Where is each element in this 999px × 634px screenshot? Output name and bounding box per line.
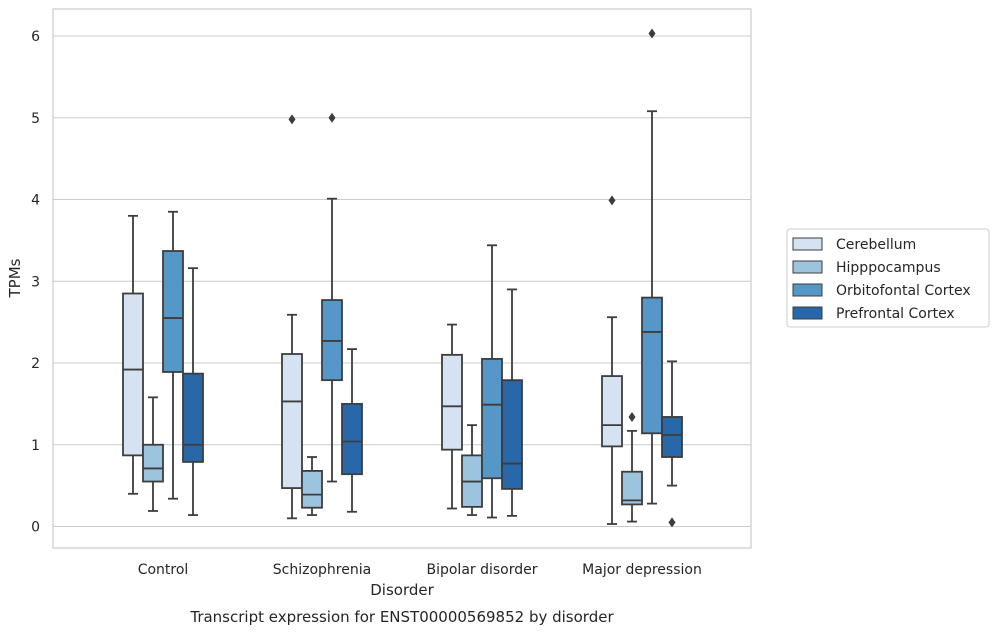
outlier-point <box>328 112 336 123</box>
box <box>481 358 503 480</box>
x-axis-ticks: Control Schizophrenia Bipolar disorder Majo… <box>138 562 702 578</box>
legend-swatch <box>792 283 823 297</box>
legend-label: Hipppocampus <box>836 260 941 276</box>
box-3-2 <box>501 288 523 517</box>
box <box>501 379 523 490</box>
box-0-3 <box>601 195 623 525</box>
legend-swatch <box>792 306 823 320</box>
y-axis-label: TPMs <box>6 258 24 298</box>
x-tick-label: Bipolar disorder <box>426 562 537 578</box>
box <box>441 353 463 451</box>
box-3-3 <box>661 360 683 528</box>
box <box>601 375 623 448</box>
box-1-1 <box>301 456 323 516</box>
box-2-3 <box>641 28 663 505</box>
legend: Cerebellum Hipppocampus Orbitofontal Corte… <box>786 228 990 328</box>
legend-frame <box>786 228 990 328</box>
x-tick-label: Major depression <box>582 562 702 578</box>
box-groups <box>122 28 683 528</box>
box-0-0 <box>122 214 144 495</box>
box-1-3 <box>621 411 643 523</box>
x-axis-label: Disorder <box>370 581 434 599</box>
chart-caption: Transcript expression for ENST0000056985… <box>189 608 614 626</box>
legend-swatch <box>792 260 823 274</box>
x-tick-label: Schizophrenia <box>273 562 371 578</box>
outlier-point <box>648 28 656 39</box>
y-tick-label: 3 <box>31 274 40 290</box>
y-tick-label: 2 <box>31 356 40 372</box>
y-tick-label: 6 <box>31 29 40 45</box>
outlier-point <box>288 114 296 125</box>
outlier-point <box>608 195 616 206</box>
box-0-2 <box>441 323 463 510</box>
y-tick-label: 1 <box>31 438 40 454</box>
box-3-1 <box>341 348 363 513</box>
box <box>641 296 663 435</box>
box-1-2 <box>461 424 483 516</box>
outlier-point <box>628 411 636 422</box>
y-tick-label: 4 <box>31 193 40 209</box>
y-tick-label: 0 <box>31 520 40 536</box>
box <box>162 250 184 373</box>
legend-label: Orbitofontal Cortex <box>836 283 971 299</box>
y-axis-ticks: 0 1 2 3 4 5 6 <box>31 29 40 536</box>
box-3-0 <box>182 267 204 516</box>
box-1-0 <box>142 396 164 512</box>
legend-swatch <box>792 237 823 251</box>
box <box>142 443 164 483</box>
box <box>621 470 643 506</box>
box <box>661 416 683 458</box>
box-0-1 <box>281 114 303 520</box>
outlier-point <box>668 517 676 528</box>
box <box>341 402 363 476</box>
x-tick-label: Control <box>138 562 189 578</box>
box-2-1 <box>321 112 343 483</box>
legend-label: Cerebellum <box>836 237 916 253</box>
box <box>301 470 323 509</box>
y-tick-label: 5 <box>31 111 40 127</box>
box-2-0 <box>162 210 184 500</box>
legend-label: Prefrontal Cortex <box>836 306 955 322</box>
box <box>182 372 204 463</box>
grid-lines <box>53 35 751 527</box>
box <box>122 292 144 457</box>
box <box>281 353 303 489</box>
